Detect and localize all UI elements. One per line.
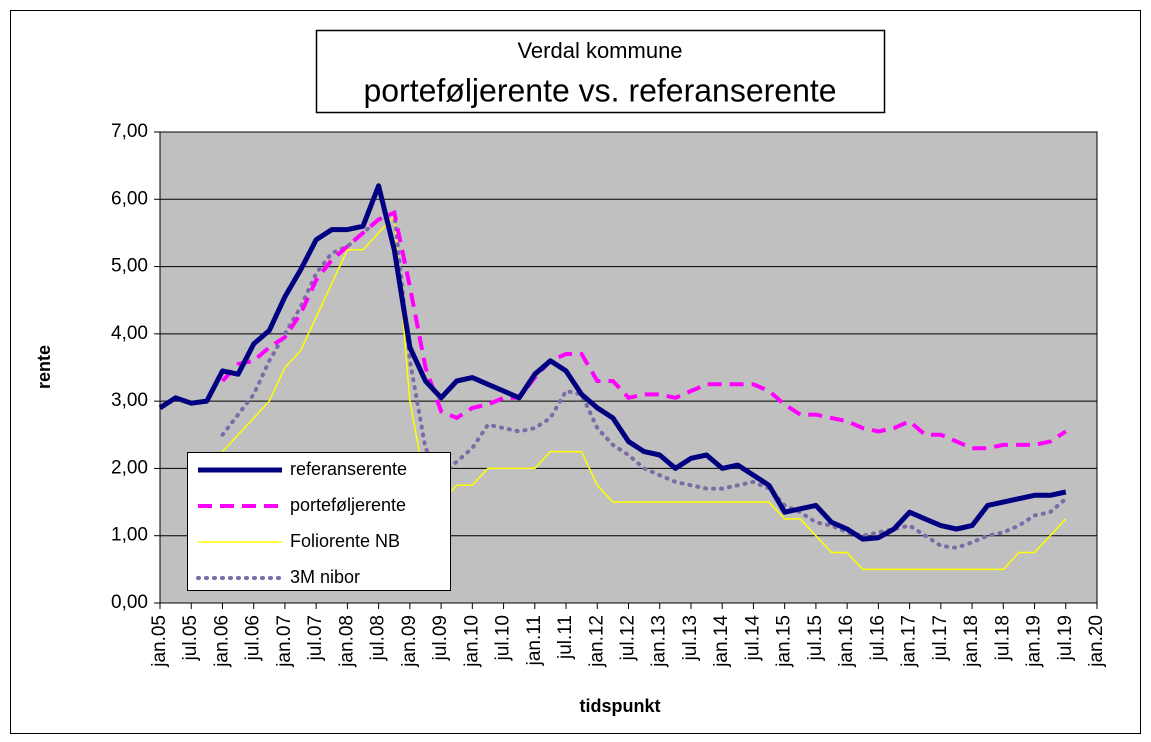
x-tick-label: jul.18 bbox=[992, 615, 1013, 661]
x-tick-label: jul.17 bbox=[930, 615, 951, 661]
x-tick-label: jul.07 bbox=[305, 615, 326, 661]
plot-border bbox=[159, 131, 1098, 604]
x-tick-label: jul.13 bbox=[680, 615, 701, 661]
y-tick-label: 7,00 bbox=[111, 121, 148, 142]
y-tick-label: 6,00 bbox=[111, 188, 148, 209]
x-tick-label: jul.19 bbox=[1055, 615, 1076, 661]
title-box bbox=[315, 29, 886, 114]
y-tick-label: 1,00 bbox=[111, 525, 148, 546]
y-tick-label: 5,00 bbox=[111, 256, 148, 277]
series-line bbox=[221, 209, 1067, 451]
legend-label: referanserente bbox=[290, 459, 407, 479]
legend-label: 3M nibor bbox=[290, 567, 360, 587]
x-tick-label: jul.06 bbox=[243, 615, 264, 661]
x-tick-label: jan.20 bbox=[1086, 615, 1107, 668]
y-tick-label: 4,00 bbox=[111, 323, 148, 344]
legend-label: porteføljerente bbox=[290, 495, 406, 515]
series-line bbox=[221, 214, 1067, 571]
x-tick-label: jul.12 bbox=[618, 615, 639, 661]
x-tick-label: jul.08 bbox=[368, 615, 389, 661]
x-tick-label: jan.09 bbox=[399, 615, 420, 668]
x-tick-label: jan.11 bbox=[524, 615, 545, 666]
x-tick-label: jul.10 bbox=[493, 615, 514, 661]
x-tick-label: jul.16 bbox=[867, 615, 888, 661]
x-tick-label: jan.14 bbox=[711, 615, 732, 668]
chart-title: Verdal kommune bbox=[517, 38, 682, 63]
x-axis-title: tidspunkt bbox=[580, 696, 661, 716]
x-tick-label: jan.08 bbox=[336, 615, 357, 668]
x-tick-label: jan.13 bbox=[649, 615, 670, 668]
y-tick-label: 3,00 bbox=[111, 390, 148, 411]
x-tick-label: jan.12 bbox=[586, 615, 607, 668]
legend-box bbox=[187, 452, 451, 591]
x-tick-label: jan.10 bbox=[461, 615, 482, 668]
y-axis-title: rente bbox=[34, 345, 54, 389]
legend-label: Foliorente NB bbox=[290, 531, 400, 551]
x-tick-label: jan.17 bbox=[899, 615, 920, 668]
y-tick-label: 0,00 bbox=[111, 592, 148, 613]
x-tick-label: jan.18 bbox=[961, 615, 982, 668]
x-tick-label: jan.06 bbox=[211, 615, 232, 668]
x-tick-label: jan.15 bbox=[774, 615, 795, 668]
chart-subtitle: porteføljerente vs. referanserente bbox=[363, 72, 836, 108]
x-tick-label: jan.05 bbox=[149, 615, 170, 668]
x-tick-label: jul.11 bbox=[555, 615, 576, 660]
x-tick-label: jan.07 bbox=[274, 615, 295, 668]
x-tick-label: jan.19 bbox=[1024, 615, 1045, 668]
x-tick-label: jul.05 bbox=[180, 615, 201, 661]
series-line bbox=[158, 183, 1067, 542]
x-tick-label: jul.14 bbox=[742, 615, 763, 662]
x-tick-label: jul.09 bbox=[430, 615, 451, 661]
y-tick-label: 2,00 bbox=[111, 457, 148, 478]
x-tick-label: jan.16 bbox=[836, 615, 857, 668]
x-tick-label: jul.15 bbox=[805, 615, 826, 661]
